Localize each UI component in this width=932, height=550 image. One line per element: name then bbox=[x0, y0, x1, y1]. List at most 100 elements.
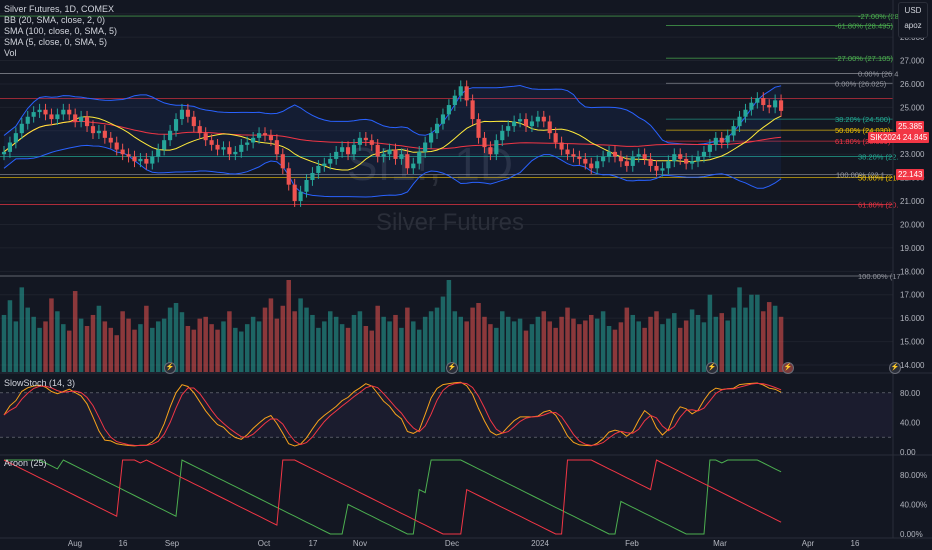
volume-bar bbox=[150, 327, 155, 372]
volume-bar bbox=[689, 309, 695, 372]
candle-body bbox=[173, 119, 179, 131]
fib-label: 38.20% (22. bbox=[858, 153, 898, 162]
candle-body bbox=[25, 116, 30, 124]
volume-bar bbox=[672, 313, 677, 372]
event-marker-1[interactable]: ⚡ bbox=[164, 362, 176, 374]
candle-body bbox=[719, 137, 724, 143]
price-tag-top: 25.385 bbox=[896, 121, 925, 132]
candle-body bbox=[31, 112, 36, 117]
volume-bar bbox=[594, 318, 600, 372]
candle-body bbox=[482, 137, 487, 148]
time-axis-label: Aug bbox=[68, 539, 82, 548]
candle-body bbox=[357, 137, 362, 145]
candle-body bbox=[624, 161, 629, 166]
candle-body bbox=[535, 116, 540, 122]
volume-bar bbox=[749, 294, 754, 372]
candle-body bbox=[405, 154, 410, 169]
volume-bar bbox=[701, 322, 707, 372]
volume-bar bbox=[488, 324, 493, 372]
candle-body bbox=[274, 140, 279, 155]
candle-body bbox=[233, 151, 238, 155]
bb-fill bbox=[4, 85, 782, 197]
sma100-line bbox=[3, 120, 782, 153]
stoch-pane-label[interactable]: SlowStoch (14, 3) bbox=[4, 378, 76, 388]
volume-bar bbox=[772, 305, 778, 372]
candle-body bbox=[429, 133, 434, 143]
volume-bar bbox=[179, 312, 185, 372]
volume-bar bbox=[695, 314, 701, 372]
event-marker-2[interactable]: ⚡ bbox=[446, 362, 458, 374]
volume-bar bbox=[49, 298, 54, 372]
volume-bar bbox=[387, 321, 392, 372]
candle-body bbox=[340, 147, 345, 152]
currency-label: USD bbox=[904, 6, 922, 15]
fib-label: 50.00% (21. bbox=[858, 174, 898, 183]
stoch-band bbox=[0, 392, 893, 438]
volume-bar bbox=[1, 314, 7, 372]
volume-bar bbox=[357, 311, 363, 372]
candle-body bbox=[114, 142, 119, 150]
time-axis-label: 16 bbox=[119, 539, 128, 548]
candle-body bbox=[713, 137, 718, 145]
candle-body bbox=[707, 144, 712, 152]
candle-body bbox=[191, 116, 196, 127]
candle-body bbox=[506, 126, 511, 131]
candle-body bbox=[387, 149, 392, 155]
candle-body bbox=[577, 156, 582, 159]
volume-bar bbox=[523, 330, 529, 372]
candle-body bbox=[13, 133, 18, 143]
watermark-name: Silver Futures bbox=[376, 209, 524, 236]
candle-body bbox=[280, 154, 285, 169]
legend-indicator-sma100[interactable]: SMA (100, close, 0, SMA, 5) bbox=[4, 26, 118, 36]
candle-body bbox=[126, 154, 131, 157]
volume-bar bbox=[173, 303, 179, 372]
candle-body bbox=[523, 119, 529, 127]
fib-label: 61.80% (23.559) bbox=[835, 137, 891, 146]
event-marker-5[interactable]: ⚡ bbox=[889, 362, 901, 374]
volume-bar bbox=[298, 298, 303, 372]
volume-bar bbox=[571, 318, 576, 372]
candle-body bbox=[488, 147, 493, 155]
candle-body bbox=[583, 158, 588, 164]
currency-button[interactable]: USD apoz bbox=[898, 2, 928, 38]
candle-body bbox=[517, 119, 523, 122]
candle-body bbox=[132, 156, 137, 162]
candle-body bbox=[215, 144, 220, 150]
horizontal-levels: -27.00% (28-61.80% (28.495) -27.00% (27.1… bbox=[0, 12, 901, 281]
stoch-axis-label: 80.00 bbox=[900, 389, 921, 398]
time-axis-label: Nov bbox=[353, 539, 367, 548]
volume-bar bbox=[78, 318, 84, 372]
volume-bar bbox=[677, 327, 683, 372]
event-marker-4[interactable]: ⚡ bbox=[782, 362, 794, 374]
price-axis: 29.00028.00027.00026.00025.00024.00023.0… bbox=[892, 0, 927, 539]
price-axis-label: 21.000 bbox=[900, 197, 925, 206]
candle-body bbox=[411, 163, 416, 169]
volume-bar bbox=[517, 318, 523, 372]
legend-indicator-sma5[interactable]: SMA (5, close, 0, SMA, 5) bbox=[4, 37, 108, 47]
stochastic-pane bbox=[0, 381, 893, 447]
volume-bar bbox=[108, 327, 114, 372]
candle-body bbox=[648, 158, 653, 166]
volume-bar bbox=[120, 311, 125, 372]
aroon-up-line bbox=[4, 459, 782, 535]
volume-bar bbox=[132, 329, 137, 372]
legend-indicator-volume[interactable]: Vol bbox=[4, 48, 17, 58]
volume-bar bbox=[440, 296, 446, 372]
volume-bar bbox=[185, 326, 191, 372]
candle-body bbox=[494, 140, 499, 155]
aroon-pane bbox=[3, 459, 782, 535]
volume-bar bbox=[114, 335, 119, 372]
volume-bars bbox=[1, 280, 784, 372]
stoch-axis-label: 40.00 bbox=[900, 418, 921, 427]
event-marker-3[interactable]: ⚡ bbox=[706, 362, 718, 374]
candle-body bbox=[500, 130, 505, 141]
legend-indicator-bb[interactable]: BB (20, SMA, close, 2, 0) bbox=[4, 15, 106, 25]
candle-body bbox=[464, 86, 469, 101]
candle-body bbox=[565, 149, 570, 155]
candle-body bbox=[49, 114, 54, 120]
price-axis-label: 23.000 bbox=[900, 150, 925, 159]
candle-body bbox=[701, 151, 707, 157]
volume-bar bbox=[197, 318, 203, 372]
aroon-pane-label[interactable]: Aroon (25) bbox=[4, 458, 47, 468]
